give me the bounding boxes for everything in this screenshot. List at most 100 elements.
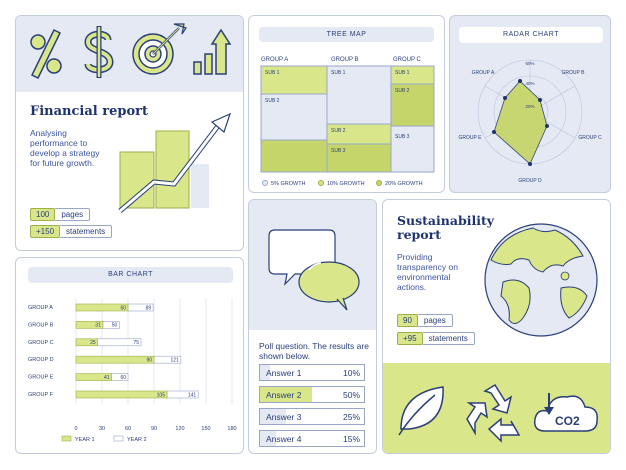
svg-text:SUB 2: SUB 2 xyxy=(395,88,410,94)
treemap-group-a-label: GROUP A xyxy=(261,57,288,63)
x-tick-label: 150 xyxy=(201,426,210,432)
sustainability-statements-stat: +95 statements xyxy=(397,332,475,345)
bar-chart-title: BAR CHART xyxy=(28,267,233,283)
bar-year1 xyxy=(75,321,104,329)
poll-answer-label: Answer 4 xyxy=(266,434,302,444)
dollar-icon xyxy=(84,26,114,78)
co2-label: CO2 xyxy=(555,414,580,428)
speech-bubbles-area xyxy=(249,200,376,330)
bar-chart-card: BAR CHART GROUP A 60 89 GROUP B 31 50 GROUP C 2… xyxy=(15,257,244,454)
percent-icon xyxy=(30,28,62,80)
category-label: GROUP B xyxy=(28,322,54,328)
legend-year1-swatch xyxy=(61,435,72,442)
radar-chart-card: RADAR CHART 60% 40% 20% GROUP A GROUP B … xyxy=(449,15,611,193)
treemap-cell-c-sub2 xyxy=(390,83,435,127)
poll-card: Poll question. The results are shown bel… xyxy=(248,199,377,454)
radar-axis-label-d: GROUP D xyxy=(518,178,542,184)
x-tick-label: 60 xyxy=(125,426,131,432)
category-label: GROUP E xyxy=(28,375,54,381)
svg-text:60%: 60% xyxy=(525,61,534,66)
treemap-group-c-label: GROUP C xyxy=(393,57,422,63)
bar-year2-value: 121 xyxy=(171,358,180,364)
svg-text:SUB 1: SUB 1 xyxy=(395,70,410,76)
poll-answer-label: Answer 2 xyxy=(266,390,302,400)
poll-answer-bar xyxy=(260,387,312,402)
svg-text:SUB 1: SUB 1 xyxy=(265,70,280,76)
poll-answer-bar xyxy=(260,365,271,380)
bar-year2-value: 50 xyxy=(112,323,118,329)
treemap-cell-a-sub3 xyxy=(260,139,328,173)
category-label: GROUP C xyxy=(28,340,54,346)
treemap-cell-a-sub1 xyxy=(260,65,328,95)
legend-10-growth-label: 10% GROWTH xyxy=(327,181,365,187)
legend-20-growth-swatch xyxy=(376,180,382,186)
poll-answer-value: 15% xyxy=(342,434,360,444)
tree-map-title: TREE MAP xyxy=(259,27,434,42)
financial-report-card: Financial report Analysing performance t… xyxy=(15,15,244,251)
poll-answer-2[interactable]: Answer 2 50% xyxy=(259,386,365,403)
bar-chart-plot: GROUP A 60 89 GROUP B 31 50 GROUP C 25 75 GROUP D… xyxy=(28,298,237,443)
financial-report-title: Financial report xyxy=(30,104,148,119)
radar-axis-label-a: GROUP A xyxy=(472,70,495,76)
x-tick-label: 180 xyxy=(227,426,236,432)
poll-answer-bar xyxy=(260,431,276,446)
tree-map-card: TREE MAP GROUP A GROUP B GROUP C SUB 1 S… xyxy=(248,15,445,193)
svg-text:SUB 3: SUB 3 xyxy=(395,134,410,140)
bar-year2-value: 60 xyxy=(120,375,126,381)
radar-axis-label-c: GROUP C xyxy=(578,135,602,141)
x-tick-label: 120 xyxy=(175,426,184,432)
poll-answer-label: Answer 1 xyxy=(266,368,302,378)
legend-year2-label: YEAR 2 xyxy=(127,437,147,443)
poll-answer-value: 10% xyxy=(342,368,360,378)
bar-year1-value: 105 xyxy=(157,392,166,398)
poll-answer-1[interactable]: Answer 1 10% xyxy=(259,364,365,381)
poll-answer-3[interactable]: Answer 3 25% xyxy=(259,408,365,425)
co2-cloud-icon: CO2 xyxy=(533,393,598,432)
svg-text:SUB 1: SUB 1 xyxy=(331,70,346,76)
poll-answer-value: 50% xyxy=(342,390,360,400)
bar-year1-value: 41 xyxy=(104,375,110,381)
svg-text:40%: 40% xyxy=(525,81,534,86)
svg-text:SUB 2: SUB 2 xyxy=(265,98,280,104)
bar-year1-value: 31 xyxy=(95,323,101,329)
recycle-icon xyxy=(466,383,521,443)
bar-year1 xyxy=(75,373,112,381)
treemap-cell-b-sub2 xyxy=(326,123,392,145)
bar-year2-value: 141 xyxy=(188,392,197,398)
bar-year1-value: 25 xyxy=(90,340,96,346)
x-tick-label: 90 xyxy=(151,426,157,432)
bar-year1 xyxy=(75,355,155,364)
sustainability-pages-stat: 90 pages xyxy=(397,314,453,327)
poll-answer-label: Answer 3 xyxy=(266,412,302,422)
bar-year2-value: 89 xyxy=(146,305,152,311)
sustainability-description: Providing transparency on environmental … xyxy=(397,252,458,292)
radar-axis-label-b: GROUP B xyxy=(562,70,586,76)
growth-bars-icon xyxy=(193,28,232,75)
bar-year1-value: 60 xyxy=(120,305,126,311)
legend-year1-label: YEAR 1 xyxy=(75,437,95,443)
category-label: GROUP A xyxy=(28,305,53,311)
bar-year1 xyxy=(75,303,129,312)
category-label: GROUP F xyxy=(28,392,54,398)
legend-year2-swatch xyxy=(113,435,124,442)
poll-answer-4[interactable]: Answer 4 15% xyxy=(259,430,365,447)
svg-text:SUB 3: SUB 3 xyxy=(331,148,346,154)
leaf-icon xyxy=(398,386,444,436)
financial-description: Analysing performance to develop a strat… xyxy=(30,128,100,168)
legend-5-growth-swatch xyxy=(262,180,268,186)
x-tick-label: 0 xyxy=(74,426,77,432)
radar-axis-label-e: GROUP E xyxy=(459,135,483,141)
bar-year1 xyxy=(75,338,98,347)
legend-10-growth-swatch xyxy=(318,180,324,186)
svg-text:20%: 20% xyxy=(525,104,534,109)
svg-text:SUB 2: SUB 2 xyxy=(331,128,346,134)
poll-answer-bar xyxy=(260,409,286,424)
treemap-cell-c-sub3 xyxy=(390,125,435,173)
bar-year1 xyxy=(75,390,168,399)
poll-answer-value: 25% xyxy=(342,412,360,422)
treemap-group-b-label: GROUP B xyxy=(331,57,359,63)
treemap-cell-b-sub1 xyxy=(326,65,392,125)
poll-question: Poll question. The results are shown bel… xyxy=(259,341,369,361)
sustainability-report-title: Sustainability report xyxy=(397,213,494,242)
target-icon xyxy=(132,23,187,75)
